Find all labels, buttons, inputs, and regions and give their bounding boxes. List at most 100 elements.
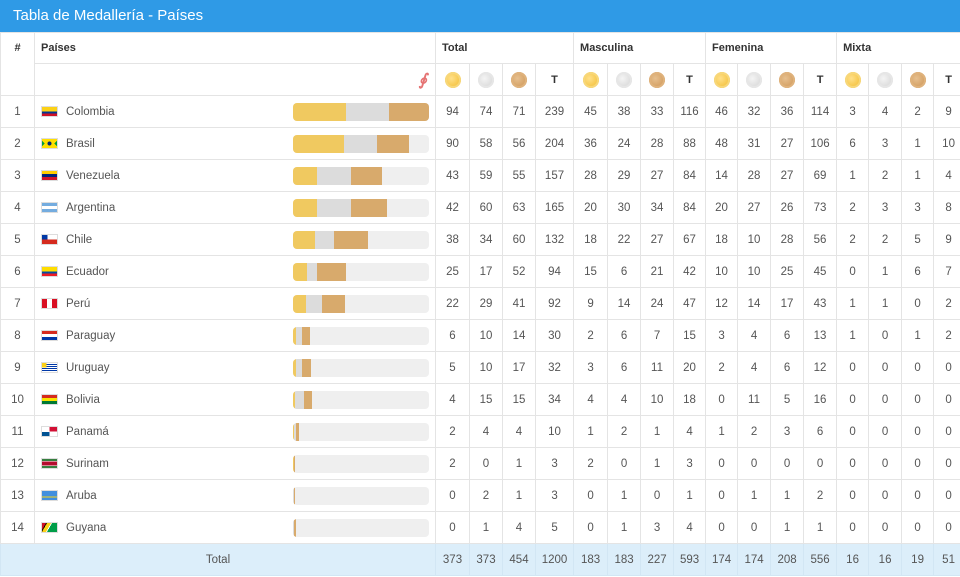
country-name[interactable]: Argentina — [66, 201, 116, 214]
masc-silver-cell: 22 — [607, 223, 642, 256]
fem-sum-cell: 114 — [803, 95, 838, 128]
total-bronze-cell: 1 — [502, 479, 536, 512]
table-row[interactable]: 14 Guyana 0 1 4 5 0 1 3 4 0 0 1 1 0 0 0 0 — [0, 511, 960, 544]
table-row[interactable]: 3 Venezuela 43 59 55 157 28 29 27 84 14 28 27 69 1 2 1 4 — [0, 159, 960, 192]
table-row[interactable]: 5 Chile 38 34 60 132 18 22 27 67 18 10 28 56 2 2 5 9 — [0, 223, 960, 256]
masc-sum-cell: 116 — [673, 95, 707, 128]
fem-gold-medal-icon-header[interactable] — [705, 63, 739, 96]
table-row[interactable]: 8 Paraguay 6 10 14 30 2 6 7 15 3 4 6 13 1 0 1 2 — [0, 319, 960, 352]
rank-cell: 14 — [0, 511, 35, 544]
country-name[interactable]: Uruguay — [66, 361, 110, 374]
footer-masc-gold-cell: 183 — [573, 543, 609, 576]
fem-gold-cell: 3 — [705, 319, 739, 352]
total-sum-cell: 10 — [534, 415, 575, 448]
table-row[interactable]: 2 Brasil 90 58 56 204 36 24 28 88 48 31 27 106 6 3 1 10 — [0, 127, 960, 160]
country-name[interactable]: Brasil — [66, 137, 95, 150]
total-sum-cell: 132 — [534, 223, 575, 256]
fem-gold-cell: 2 — [705, 351, 739, 384]
silver-medal-icon — [616, 71, 633, 88]
total-gold-medal-icon-header[interactable] — [435, 63, 470, 96]
medal-distribution-bar — [293, 262, 429, 281]
fem-total-col-header[interactable]: T — [803, 63, 838, 96]
mix-silver-cell: 0 — [868, 447, 903, 480]
fem-gold-cell: 46 — [705, 95, 739, 128]
mix-gold-medal-icon-header[interactable] — [836, 63, 870, 96]
fem-bronze-medal-icon-header[interactable] — [770, 63, 805, 96]
fem-sum-cell: 16 — [803, 383, 838, 416]
total-silver-cell: 4 — [469, 415, 503, 448]
uruguay-flag-icon — [41, 362, 58, 373]
table-row[interactable]: 10 Bolivia 4 15 15 34 4 4 10 18 0 11 5 16 0 0 0 0 — [0, 383, 960, 416]
masc-bronze-cell: 7 — [640, 319, 675, 352]
bronze-segment — [377, 134, 410, 153]
total-silver-medal-icon-header[interactable] — [469, 63, 503, 96]
fem-silver-cell: 4 — [737, 351, 772, 384]
country-name[interactable]: Chile — [66, 233, 93, 246]
bronze-segment — [388, 102, 429, 121]
mix-gold-cell: 0 — [836, 511, 870, 544]
masc-silver-medal-icon-header[interactable] — [607, 63, 642, 96]
mix-silver-cell: 0 — [868, 319, 903, 352]
footer-fem-sum-cell: 556 — [803, 543, 838, 576]
medal-distribution-bar — [293, 198, 429, 217]
bronze-segment — [303, 390, 313, 409]
mix-sum-cell: 8 — [933, 191, 960, 224]
total-total-col-header[interactable]: T — [534, 63, 575, 96]
gold-medal-icon — [713, 71, 730, 88]
country-name[interactable]: Bolivia — [66, 393, 100, 406]
country-name[interactable]: Ecuador — [66, 265, 109, 278]
fem-silver-medal-icon-header[interactable] — [737, 63, 772, 96]
fem-bronze-cell: 27 — [770, 159, 805, 192]
table-row[interactable]: 4 Argentina 42 60 63 165 20 30 34 84 20 27 26 73 2 3 3 8 — [0, 191, 960, 224]
mix-total-col-header[interactable]: T — [933, 63, 960, 96]
country-cell: Ecuador — [34, 255, 436, 288]
fem-gold-cell: 0 — [705, 447, 739, 480]
table-row[interactable]: 7 Perú 22 29 41 92 9 14 24 47 12 14 17 43 1 1 0 2 — [0, 287, 960, 320]
countries-header[interactable]: Países — [34, 32, 436, 64]
masc-gold-medal-icon-header[interactable] — [573, 63, 609, 96]
medal-distribution-bar — [293, 486, 429, 505]
silver-segment — [293, 486, 295, 505]
total-bronze-medal-icon-header[interactable] — [502, 63, 536, 96]
total-bronze-cell: 63 — [502, 191, 536, 224]
country-name[interactable]: Panamá — [66, 425, 109, 438]
mix-silver-medal-icon-header[interactable] — [868, 63, 903, 96]
table-row[interactable]: 1 Colombia 94 74 71 239 45 38 33 116 46 32 36 114 3 4 2 9 — [0, 95, 960, 128]
table-row[interactable]: 11 Panamá 2 4 4 10 1 2 1 4 1 2 3 6 0 0 0 0 — [0, 415, 960, 448]
masc-sum-cell: 20 — [673, 351, 707, 384]
table-row[interactable]: 13 Aruba 0 2 1 3 0 1 0 1 0 1 1 2 0 0 0 0 — [0, 479, 960, 512]
masc-bronze-medal-icon-header[interactable] — [640, 63, 675, 96]
mix-silver-cell: 2 — [868, 223, 903, 256]
country-name[interactable]: Colombia — [66, 105, 115, 118]
bronze-medal-icon — [511, 71, 527, 88]
silver-segment — [295, 358, 302, 377]
country-name[interactable]: Surinam — [66, 457, 109, 470]
country-name[interactable]: Aruba — [66, 489, 97, 502]
country-cell: Guyana — [34, 511, 436, 544]
bolivia-flag-icon — [41, 394, 58, 405]
country-name[interactable]: Paraguay — [66, 329, 116, 342]
total-bronze-cell: 41 — [502, 287, 536, 320]
fem-gold-cell: 0 — [705, 511, 739, 544]
country-name[interactable]: Venezuela — [66, 169, 120, 182]
masc-sum-cell: 67 — [673, 223, 707, 256]
mix-bronze-medal-icon-header[interactable] — [901, 63, 935, 96]
table-row[interactable]: 6 Ecuador 25 17 52 94 15 6 21 42 10 10 25 45 0 1 6 7 — [0, 255, 960, 288]
silver-segment — [314, 230, 334, 249]
masc-sum-cell: 47 — [673, 287, 707, 320]
country-name[interactable]: Guyana — [66, 521, 107, 534]
page-title: Tabla de Medallería - Países — [0, 0, 960, 32]
total-sum-cell: 94 — [534, 255, 575, 288]
masc-total-col-header[interactable]: T — [673, 63, 707, 96]
total-silver-cell: 10 — [469, 351, 503, 384]
table-row[interactable]: 9 Uruguay 5 10 17 32 3 6 11 20 2 4 6 12 0 0 0 0 — [0, 351, 960, 384]
masculina-group-header: Masculina — [573, 32, 707, 64]
country-name[interactable]: Perú — [66, 297, 91, 310]
gold-segment — [293, 294, 306, 313]
gold-segment — [293, 454, 295, 473]
fem-sum-cell: 1 — [803, 511, 838, 544]
table-row[interactable]: 12 Surinam 2 0 1 3 2 0 1 3 0 0 0 0 0 0 0 0 — [0, 447, 960, 480]
rank-cell: 12 — [0, 447, 35, 480]
bronze-segment — [351, 166, 383, 185]
total-silver-cell: 15 — [469, 383, 503, 416]
